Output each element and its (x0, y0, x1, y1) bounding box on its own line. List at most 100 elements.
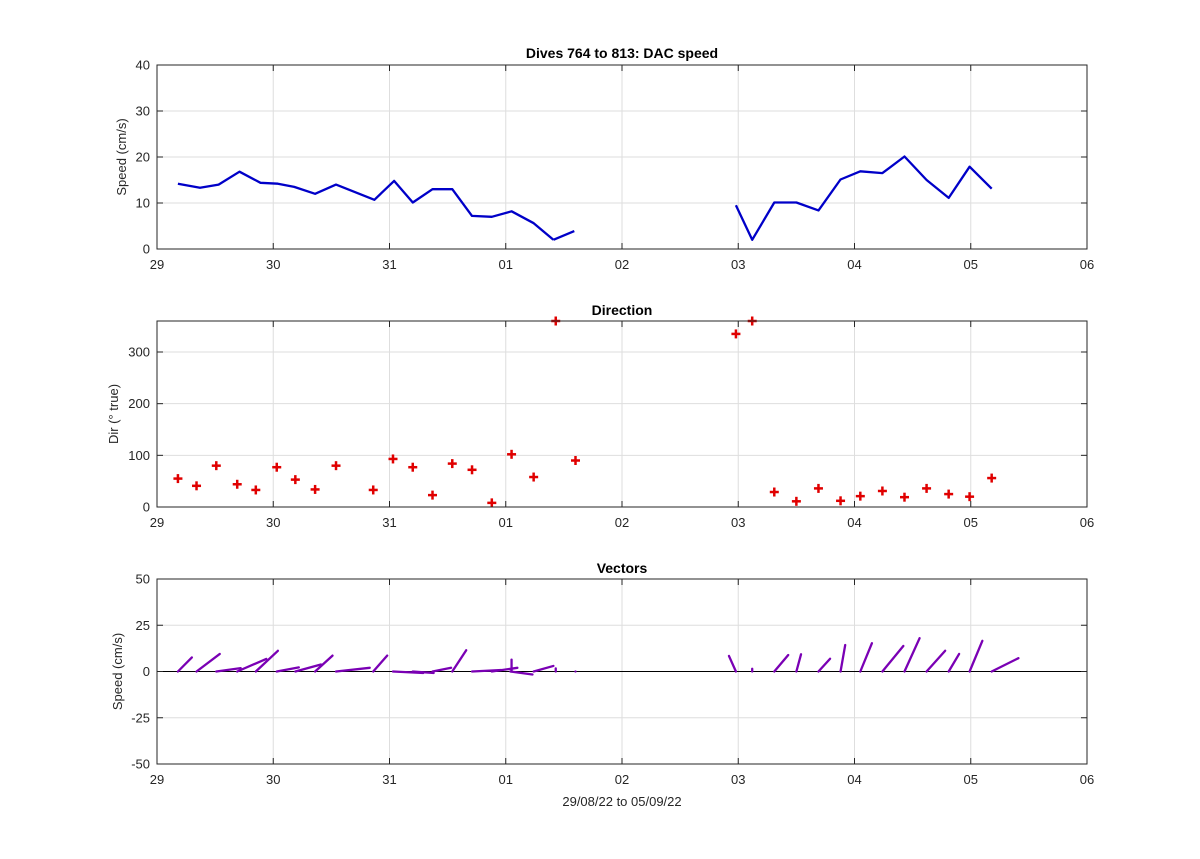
vector-stick (532, 664, 555, 673)
x-tick-label: 06 (1080, 515, 1094, 530)
direction-point (922, 483, 932, 493)
y-tick-label: 300 (128, 345, 150, 360)
vector-stick (334, 666, 371, 673)
x-tick-label: 02 (615, 772, 629, 787)
vector-stick (817, 657, 832, 673)
direction-point (813, 483, 823, 493)
direction-point (791, 496, 801, 506)
direction-point (855, 491, 865, 501)
y-tick-label: 20 (136, 150, 150, 165)
vector-stick (451, 649, 468, 673)
vector-stick (431, 666, 453, 673)
vector-stick (294, 663, 323, 673)
direction-point (428, 490, 438, 500)
direction-point (899, 492, 909, 502)
direction-point (507, 449, 517, 459)
vector-stick (795, 653, 803, 673)
x-tick-label: 03 (731, 772, 745, 787)
x-axis-label: 29/08/22 to 05/09/22 (562, 794, 681, 809)
x-tick-label: 04 (847, 772, 861, 787)
x-tick-label: 30 (266, 515, 280, 530)
x-tick-label: 06 (1080, 772, 1094, 787)
direction-point (211, 461, 221, 471)
x-tick-label: 31 (382, 772, 396, 787)
direction-point (272, 462, 282, 472)
x-tick-label: 03 (731, 257, 745, 272)
direction-point (529, 472, 539, 482)
speed-line-segment-2 (552, 230, 575, 241)
vector-stick (236, 657, 268, 673)
x-tick-label: 29 (150, 772, 164, 787)
direction-point (192, 481, 202, 491)
x-tick-label: 03 (731, 515, 745, 530)
x-tick-label: 31 (382, 515, 396, 530)
y-tick-label: 0 (143, 500, 150, 515)
vector-stick (372, 654, 389, 673)
direction-point (408, 462, 418, 472)
direction-point (769, 487, 779, 497)
direction-point (836, 496, 846, 506)
direction-point (310, 484, 320, 494)
vector-stick (509, 670, 534, 676)
y-tick-label: 50 (136, 572, 150, 587)
speed-line-segment-3 (734, 155, 993, 241)
vector-stick (313, 654, 334, 673)
direction-point (173, 474, 183, 484)
vector-stick (990, 657, 1020, 673)
direction-point (388, 454, 398, 464)
x-tick-label: 05 (964, 772, 978, 787)
direction-point (368, 485, 378, 495)
y-axis-label: Speed (cm/s) (110, 633, 125, 710)
x-tick-label: 05 (964, 257, 978, 272)
y-tick-label: 25 (136, 618, 150, 633)
x-tick-label: 30 (266, 257, 280, 272)
y-axis-label: Speed (cm/s) (114, 118, 129, 195)
vector-stick (490, 666, 519, 673)
vector-stick (947, 652, 961, 673)
y-axis-label: Dir (° true) (106, 384, 121, 444)
panel-title: Vectors (597, 560, 648, 576)
vector-stick (411, 670, 435, 675)
panel-title: Dives 764 to 813: DAC speed (526, 45, 718, 61)
panel-2: 29 30 31 01 02 03 04 05 06 0 100 200 300 Direction Dir… (106, 302, 1094, 530)
y-tick-label: 30 (136, 104, 150, 119)
y-tick-label: 0 (143, 242, 150, 257)
y-tick-label: 200 (128, 396, 150, 411)
x-tick-label: 04 (847, 515, 861, 530)
y-tick-label: -50 (131, 757, 150, 772)
vector-stick (176, 656, 194, 673)
x-tick-label: 01 (499, 772, 513, 787)
x-tick-label: 31 (382, 257, 396, 272)
x-tick-label: 04 (847, 257, 861, 272)
vector-stick (968, 639, 984, 673)
vector-stick (773, 653, 790, 673)
vector-stick (839, 643, 847, 673)
y-tick-label: 10 (136, 196, 150, 211)
vector-stick (275, 666, 300, 673)
direction-point (987, 473, 997, 483)
direction-point (944, 489, 954, 499)
vector-stick (195, 652, 221, 673)
y-tick-label: -25 (131, 710, 150, 725)
vector-stick (881, 644, 905, 673)
direction-point (571, 456, 580, 465)
direction-point (487, 498, 497, 508)
direction-point (447, 459, 457, 469)
vector-stick (903, 637, 921, 673)
x-tick-label: 02 (615, 515, 629, 530)
x-tick-label: 29 (150, 257, 164, 272)
x-tick-label: 01 (499, 257, 513, 272)
direction-point (965, 492, 975, 502)
speed-line-segment-1 (177, 170, 555, 241)
direction-point (331, 461, 341, 471)
vector-stick (859, 642, 874, 673)
vector-stick (215, 667, 242, 673)
direction-point (290, 475, 300, 485)
direction-point (251, 485, 261, 495)
y-tick-label: 40 (136, 58, 150, 73)
vector-stick (727, 654, 738, 673)
vector-stick (254, 649, 280, 673)
y-tick-label: 100 (128, 448, 150, 463)
x-tick-label: 05 (964, 515, 978, 530)
